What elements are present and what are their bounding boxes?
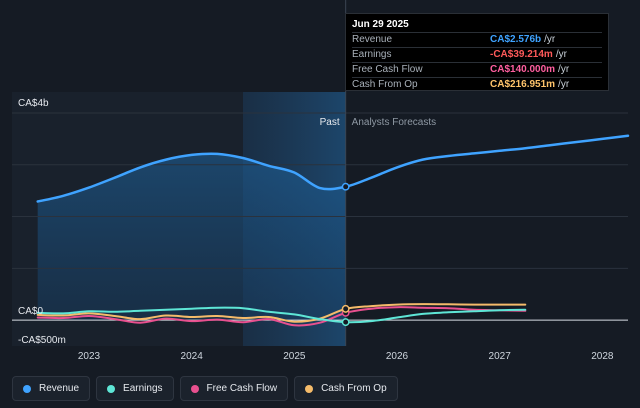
tooltip-fcf-label: Free Cash Flow: [352, 64, 423, 75]
tooltip-row-cfo: Cash From Op CA$216.951m /yr: [352, 77, 602, 92]
tooltip-row-earnings: Earnings -CA$39.214m /yr: [352, 47, 602, 62]
x-tick-label: 2023: [78, 351, 101, 362]
legend-item-revenue[interactable]: Revenue: [12, 376, 91, 401]
x-tick-label: 2025: [283, 351, 306, 362]
legend-label: Cash From Op: [321, 383, 387, 394]
series-line-cash-from-op: [36, 303, 527, 323]
tooltip: Jun 29 2025 Revenue CA$2.576b /yr Earnin…: [345, 13, 609, 91]
legend-label: Earnings: [123, 383, 163, 394]
x-tick-label: 2028: [591, 351, 614, 362]
tooltip-row-revenue: Revenue CA$2.576b /yr: [352, 32, 602, 47]
tooltip-revenue-unit: /yr: [544, 34, 556, 45]
region-label-past: Past: [320, 117, 340, 128]
legend: Revenue Earnings Free Cash Flow Cash Fro…: [12, 376, 398, 401]
tooltip-fcf-value: CA$140.000m: [490, 64, 556, 75]
legend-label: Free Cash Flow: [206, 383, 278, 394]
marker-revenue: [341, 182, 350, 191]
legend-item-cash-from-op[interactable]: Cash From Op: [294, 376, 398, 401]
legend-dot-icon: [190, 384, 199, 393]
legend-item-earnings[interactable]: Earnings: [96, 376, 174, 401]
tooltip-cfo-unit: /yr: [558, 79, 570, 90]
legend-label: Revenue: [39, 383, 80, 394]
tooltip-revenue-label: Revenue: [352, 34, 393, 45]
y-tick-label: CA$4b: [18, 98, 49, 109]
legend-item-free-cash-flow[interactable]: Free Cash Flow: [179, 376, 289, 401]
x-tick-label: 2026: [386, 351, 409, 362]
x-tick-label: 2027: [489, 351, 512, 362]
revenue-area: [37, 153, 346, 321]
tooltip-date: Jun 29 2025: [352, 19, 409, 30]
legend-dot-icon: [23, 384, 31, 393]
tooltip-revenue-value: CA$2.576b: [490, 34, 542, 45]
marker-cash-from-op: [341, 304, 350, 313]
legend-dot-icon: [305, 384, 314, 393]
tooltip-fcf-unit: /yr: [558, 64, 570, 75]
y-tick-label: -CA$500m: [18, 335, 66, 346]
series-line-revenue: [36, 134, 630, 203]
region-label-forecast: Analysts Forecasts: [352, 117, 436, 128]
x-tick-label: 2024: [181, 351, 204, 362]
tooltip-earnings-label: Earnings: [352, 49, 392, 60]
tooltip-earnings-value: -CA$39.214m: [490, 49, 553, 60]
tooltip-earnings-unit: /yr: [555, 49, 567, 60]
series-line-free-cash-flow: [36, 306, 527, 327]
legend-dot-icon: [107, 384, 116, 393]
tooltip-cfo-label: Cash From Op: [352, 79, 418, 90]
y-tick-label: CA$0: [18, 306, 43, 317]
marker-earnings: [341, 318, 350, 327]
tooltip-cfo-value: CA$216.951m: [490, 79, 556, 90]
series-line-earnings: [36, 306, 527, 324]
tooltip-row-fcf: Free Cash Flow CA$140.000m /yr: [352, 62, 602, 77]
